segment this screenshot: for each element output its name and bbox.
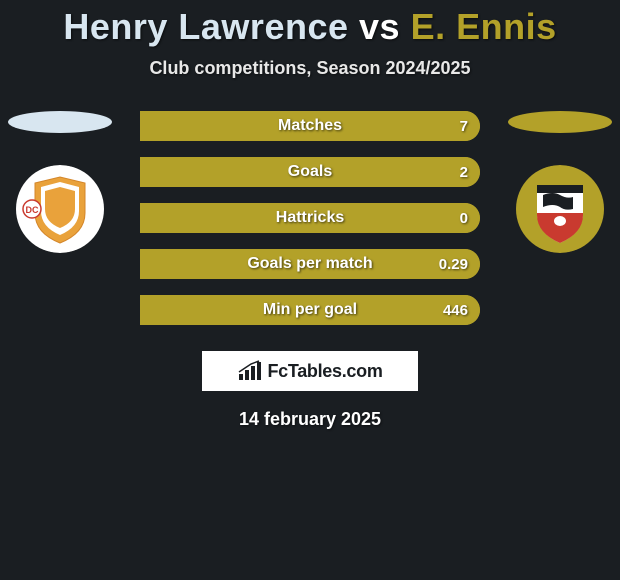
- brand-box: FcTables.com: [202, 351, 418, 391]
- vs-text: vs: [359, 6, 400, 47]
- subtitle: Club competitions, Season 2024/2025: [0, 58, 620, 79]
- stat-label: Min per goal: [263, 301, 357, 319]
- player2-name: E. Ennis: [411, 6, 557, 47]
- player2-club-badge: [515, 165, 605, 253]
- stats-bars: Matches 7 Goals 2 Hattricks 0 Goals per match 0…: [140, 111, 480, 325]
- stat-label: Goals per match: [247, 255, 372, 273]
- stat-label: Matches: [278, 117, 342, 135]
- footer-date: 14 february 2025: [0, 409, 620, 430]
- player2-side: [505, 111, 615, 253]
- stat-value-right: 446: [443, 302, 468, 319]
- brand-chart-icon: [237, 360, 263, 382]
- stat-bar: Matches 7: [140, 111, 480, 141]
- stat-label: Hattricks: [276, 209, 344, 227]
- player2-pill: [508, 111, 612, 133]
- stat-value-right: 0: [460, 210, 468, 227]
- stat-bar: Hattricks 0: [140, 203, 480, 233]
- player1-name: Henry Lawrence: [63, 6, 348, 47]
- stat-bar: Goals 2: [140, 157, 480, 187]
- stat-value-right: 2: [460, 164, 468, 181]
- comparison-content: DC Matches 7 Goals 2 Hattricks 0 Goals per mat…: [0, 111, 620, 430]
- player1-side: DC: [5, 111, 115, 253]
- stat-label: Goals: [288, 163, 332, 181]
- stat-value-right: 0.29: [439, 256, 468, 273]
- mk-dons-badge-icon: DC: [15, 165, 105, 253]
- player1-club-badge: DC: [15, 165, 105, 253]
- player1-pill: [8, 111, 112, 133]
- brand-text: FcTables.com: [267, 361, 382, 382]
- stat-bar: Goals per match 0.29: [140, 249, 480, 279]
- comparison-title: Henry Lawrence vs E. Ennis: [0, 0, 620, 48]
- doncaster-badge-icon: [515, 165, 605, 253]
- stat-bar: Min per goal 446: [140, 295, 480, 325]
- svg-text:DC: DC: [26, 205, 39, 215]
- stat-value-right: 7: [460, 118, 468, 135]
